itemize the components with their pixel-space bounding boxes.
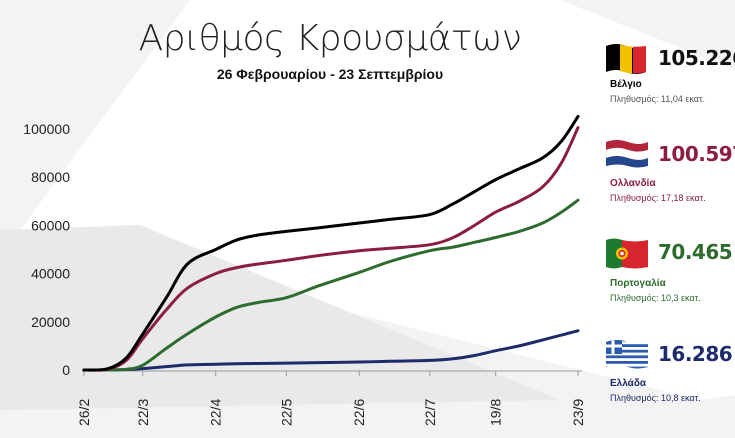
series-line-0 [82,114,580,372]
chart-title: Αριθμός Κρουσμάτων [138,18,522,59]
series-line-3 [82,329,580,372]
y-tick-label: 60000 [31,217,70,233]
x-tick-label: 22/6 [351,399,367,426]
series-lines [82,114,580,372]
y-axis-ticks: 0 20000 40000 60000 80000 100000 [23,121,582,378]
belgium-flag-icon [606,44,646,74]
country-population: Πληθυσμός: 10,3 εκατ. [610,293,701,303]
country-value: 16.286 [658,342,733,366]
greece-flag-icon [606,340,648,369]
country-population: Πληθυσμός: 10,8 εκατ. [610,393,701,403]
x-tick-label: 19/8 [488,399,504,426]
x-axis-ticks: 26/2 22/3 22/4 22/5 22/6 22/7 19/8 23/9 [76,371,586,426]
country-value: 100.597 [658,142,735,166]
country-name: Ολλανδία [610,178,656,189]
x-tick-label: 22/7 [422,399,438,426]
country-name: Βέλγιο [610,79,642,90]
x-tick-label: 22/3 [135,399,151,426]
chart-subtitle: 26 Φεβρουαρίου - 23 Σεπτεμβρίου [216,66,444,82]
y-tick-label: 40000 [31,266,70,282]
country-name: Ελλάδα [610,378,647,389]
x-tick-label: 23/9 [570,399,586,426]
country-name: Πορτογαλία [610,278,666,289]
x-tick-label: 22/5 [278,399,294,426]
portugal-flag-icon [606,238,648,269]
y-tick-label: 20000 [31,314,70,330]
line-chart: 0 20000 40000 60000 80000 100000 26/2 22/3 22/4… [23,114,586,426]
country-value: 105.226 [658,46,735,70]
y-tick-label: 0 [62,362,70,378]
x-tick-label: 22/4 [208,399,224,426]
background-shade-shape [0,225,560,410]
netherlands-flag-icon [605,140,649,168]
background-light-shape [20,0,735,400]
series-line-1 [82,126,580,372]
country-population: Πληθυσμός: 17,18 εκατ. [610,193,706,203]
y-tick-label: 80000 [31,169,70,185]
series-line-2 [82,198,580,372]
country-value: 70.465 [658,240,733,264]
y-tick-label: 100000 [23,121,70,137]
country-population: Πληθυσμός: 11,04 εκατ. [610,94,706,104]
x-tick-label: 26/2 [76,399,92,426]
